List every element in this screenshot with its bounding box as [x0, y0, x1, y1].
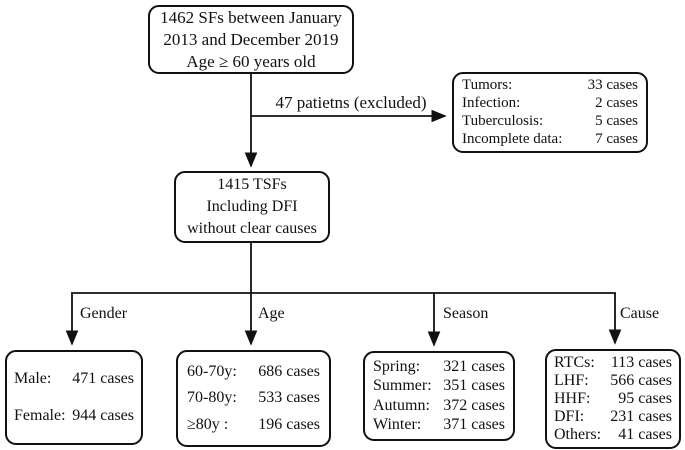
included-cohort-line: 1415 TSFs [217, 176, 287, 193]
gender-row: Female: 944 cases [14, 407, 134, 425]
row-value: 231 cases [610, 408, 672, 425]
row-label: Female: [14, 407, 66, 425]
row-label: Others: [554, 426, 602, 443]
included-cohort-line: without clear causes [187, 220, 317, 237]
initial-cohort-line: Age ≥ 60 years old [186, 51, 316, 71]
row-label: Winter: [373, 416, 422, 434]
row-label: Tumors: [462, 77, 513, 94]
exclusion-row: Incomplete data: 7 cases [462, 131, 638, 148]
gender-row: Male: 471 cases [14, 370, 134, 388]
row-label: 70-80y: [187, 389, 237, 407]
cause-row: HHF: 95 cases [554, 390, 672, 408]
included-cohort-box: 1415 TSFs Including DFI without clear ca… [174, 171, 330, 243]
row-value: 371 cases [443, 416, 505, 434]
gender-box: Male: 471 cases Female: 944 cases [5, 350, 143, 445]
cause-row: LHF: 566 cases [554, 372, 672, 390]
row-value: 7 cases [595, 130, 638, 147]
cause-row: Others: 41 cases [554, 426, 672, 444]
exclusion-row: Tumors: 33 cases [462, 77, 638, 94]
branch-label-gender: Gender [80, 305, 128, 322]
initial-cohort-line: 2013 and December 2019 [163, 29, 339, 49]
row-value: 5 cases [595, 112, 638, 129]
row-label: LHF: [554, 372, 589, 389]
row-value: 2 cases [595, 95, 638, 112]
included-cohort-line: Including DFI [206, 198, 298, 215]
age-box: 60-70y: 686 cases 70-80y: 533 cases ≥80y… [176, 350, 331, 447]
row-value: 372 cases [443, 396, 505, 414]
branch-label-cause: Cause [620, 305, 660, 322]
row-label: RTCs: [554, 354, 595, 371]
row-label: Autumn: [373, 396, 430, 414]
initial-cohort-box: 1462 SFs between January 2013 and Decemb… [148, 5, 354, 74]
row-label: ≥80y : [187, 415, 229, 433]
season-row: Winter: 371 cases [373, 416, 505, 434]
row-value: 351 cases [443, 377, 505, 395]
cause-row: DFI: 231 cases [554, 408, 672, 426]
cause-box: RTCs: 113 cases LHF: 566 cases HHF: 95 c… [545, 349, 681, 449]
cause-row: RTCs: 113 cases [554, 354, 672, 372]
row-value: 566 cases [610, 372, 672, 389]
season-box: Spring: 321 cases Summer: 351 cases Autu… [363, 351, 515, 441]
initial-cohort-line: 1462 SFs between January [160, 7, 342, 27]
season-row: Summer: 351 cases [373, 377, 505, 395]
row-value: 533 cases [258, 389, 320, 407]
excluded-count-label: 47 patietns (excluded) [275, 93, 427, 112]
row-label: DFI: [554, 408, 585, 425]
branch-label-season: Season [443, 305, 489, 322]
exclusion-row: Tuberculosis: 5 cases [462, 113, 638, 130]
row-value: 33 cases [587, 77, 638, 94]
row-label: Infection: [462, 95, 521, 112]
row-label: 60-70y: [187, 363, 237, 381]
row-label: Summer: [373, 377, 432, 395]
row-value: 95 cases [618, 390, 672, 407]
age-row: ≥80y : 196 cases [187, 416, 320, 434]
row-label: Spring: [373, 357, 421, 375]
branch-label-age: Age [258, 305, 285, 322]
row-value: 321 cases [443, 357, 505, 375]
row-value: 471 cases [72, 369, 134, 387]
row-label: HHF: [554, 390, 591, 407]
row-label: Incomplete data: [462, 130, 563, 147]
row-value: 41 cases [618, 426, 672, 443]
exclusion-row: Infection: 2 cases [462, 95, 638, 112]
row-value: 686 cases [258, 363, 320, 381]
season-row: Autumn: 372 cases [373, 397, 505, 415]
season-row: Spring: 321 cases [373, 358, 505, 376]
age-row: 70-80y: 533 cases [187, 389, 320, 407]
row-value: 944 cases [72, 407, 134, 425]
exclusion-reasons-box: Tumors: 33 cases Infection: 2 cases Tube… [452, 72, 648, 153]
row-label: Tuberculosis: [462, 112, 544, 129]
row-value: 196 cases [258, 415, 320, 433]
row-value: 113 cases [610, 354, 672, 371]
age-row: 60-70y: 686 cases [187, 363, 320, 381]
row-label: Male: [14, 369, 52, 387]
